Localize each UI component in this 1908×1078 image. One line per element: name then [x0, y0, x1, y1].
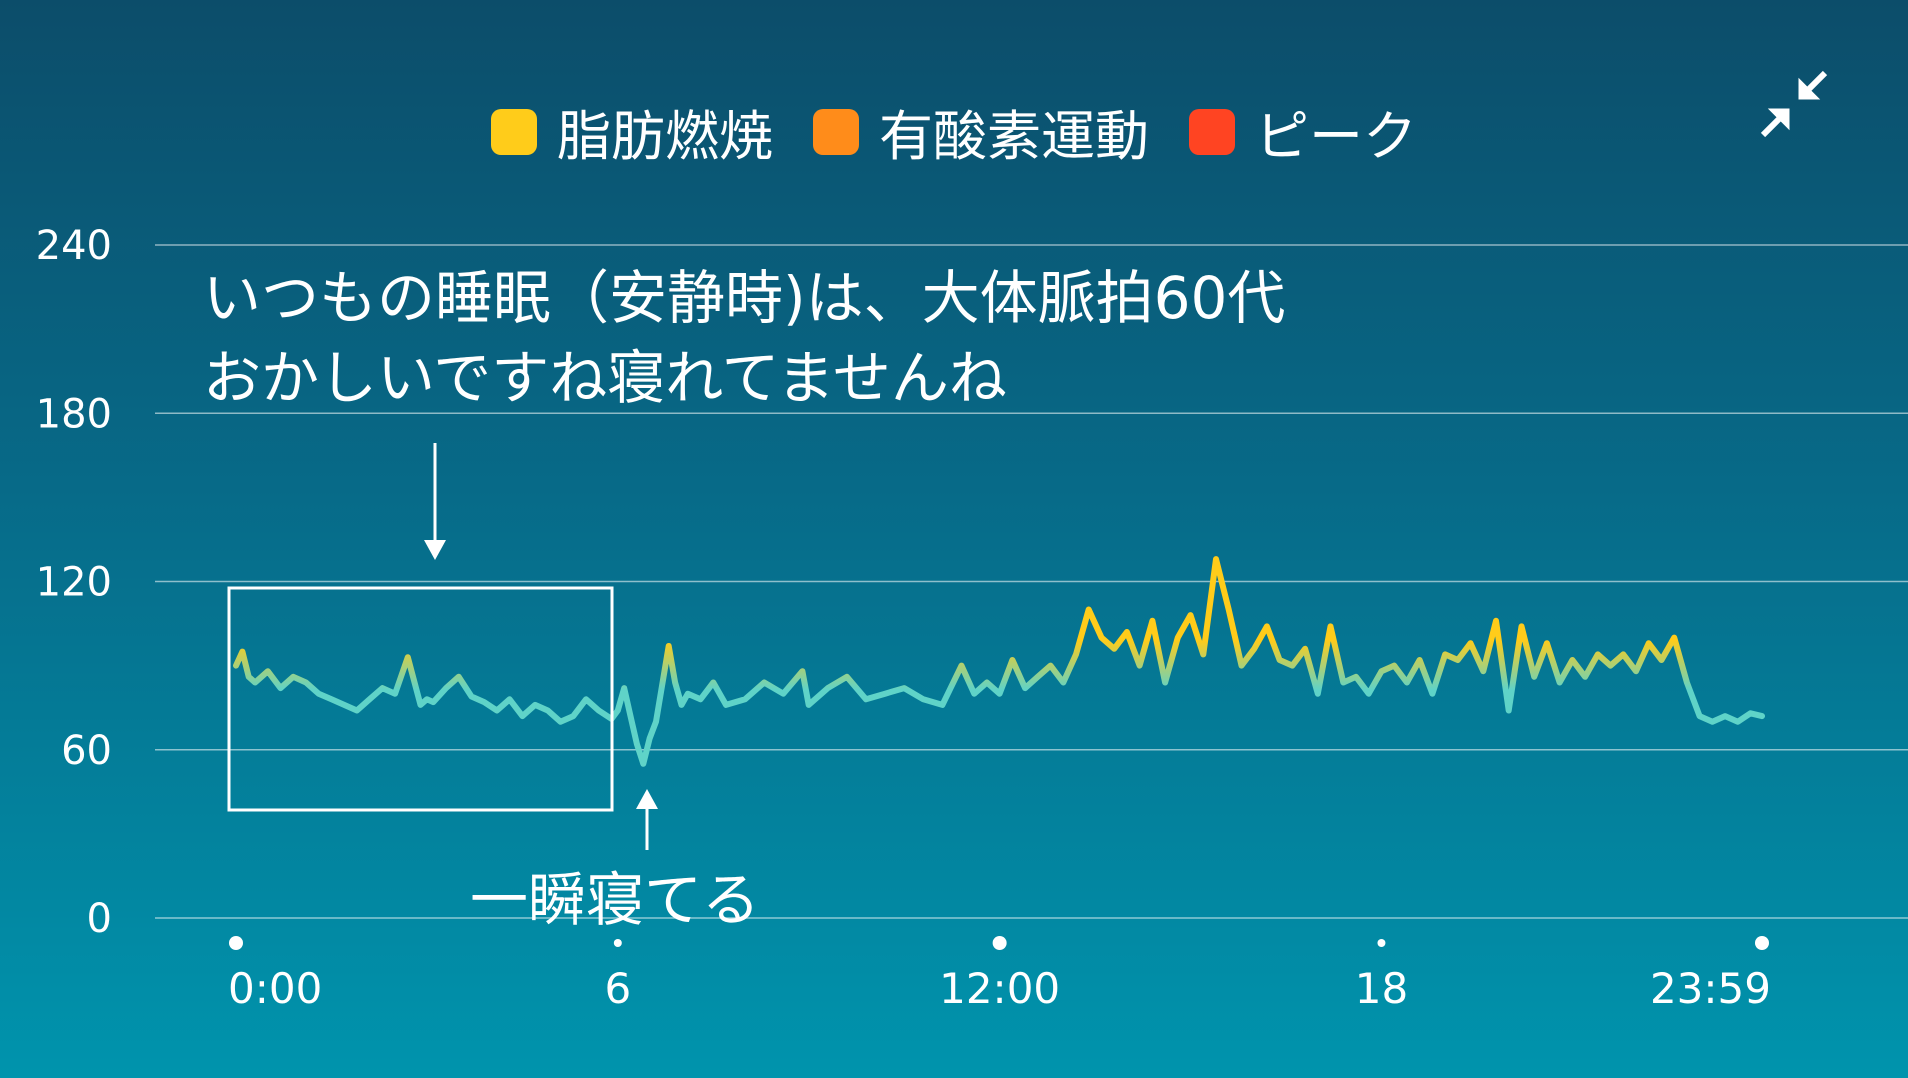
x-tick-label: 12:00	[939, 964, 1060, 1013]
x-tick-dot	[992, 936, 1007, 950]
collapse-arrows-icon[interactable]	[1755, 65, 1833, 143]
y-axis-labels: 0 60 120 180 240	[36, 223, 112, 942]
x-axis: 0:00 6 12:00 18 23:59	[228, 936, 1771, 1013]
peak-swatch	[1189, 108, 1235, 155]
cardio-swatch	[813, 108, 859, 155]
annotation-note-line1: いつもの睡眠（安静時)は、大体脈拍60代	[203, 264, 1285, 332]
legend-item-cardio: 有酸素運動	[813, 92, 1149, 171]
legend-label: 有酸素運動	[879, 105, 1149, 168]
legend-label: ピーク	[1255, 105, 1417, 168]
x-tick-dot	[613, 939, 622, 947]
legend-item-fat-burn: 脂肪燃焼	[491, 92, 773, 171]
y-tick-label: 180	[36, 391, 112, 437]
x-tick-label: 0:00	[228, 964, 322, 1013]
y-tick-label: 60	[61, 728, 112, 774]
x-tick-dot	[229, 936, 243, 950]
grid-lines	[155, 244, 1908, 919]
y-tick-label: 240	[36, 223, 112, 269]
x-tick-label: 18	[1355, 964, 1408, 1013]
legend-label: 脂肪燃焼	[557, 105, 773, 168]
x-tick-label: 23:59	[1650, 964, 1771, 1013]
fat-burn-swatch	[491, 108, 537, 155]
x-tick-dot	[1755, 936, 1769, 950]
down-arrow-icon	[424, 443, 446, 560]
sleep-highlight-box	[227, 586, 614, 812]
legend: 脂肪燃焼 有酸素運動 ピーク	[0, 92, 1908, 171]
y-tick-label: 0	[87, 896, 112, 942]
up-arrow-icon	[636, 789, 658, 850]
annotation-note-line2: おかしいですね寝れてませんね	[203, 344, 1007, 412]
x-tick-label: 6	[604, 964, 631, 1013]
annotation-dip-note: 一瞬寝てる	[470, 866, 760, 934]
y-tick-label: 120	[36, 560, 112, 606]
heart-rate-line	[233, 556, 1765, 767]
legend-item-peak: ピーク	[1189, 92, 1417, 171]
x-tick-dot	[1377, 939, 1386, 947]
